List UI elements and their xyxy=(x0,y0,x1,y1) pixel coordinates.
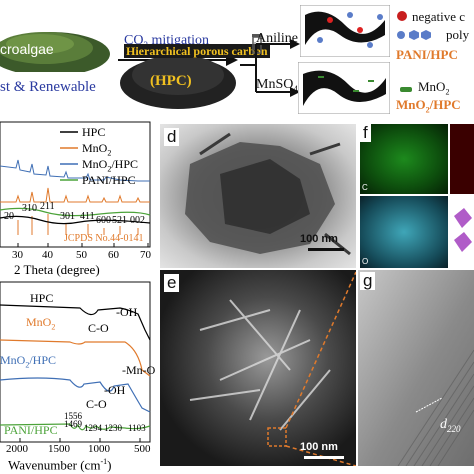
xrd-legend-hpc: HPC xyxy=(82,125,106,139)
eds-map-carbon: f C xyxy=(360,124,448,194)
xrd-tick-70: 70 xyxy=(140,249,151,261)
ftir-label-1294: 1294 xyxy=(84,423,102,433)
aniline-label: Aniline xyxy=(256,31,298,46)
legend-negative: negative c xyxy=(412,9,466,24)
ftir-label-co1: C-O xyxy=(88,321,109,335)
ftir-xlabel: Wavenumber (cm-1) xyxy=(8,457,112,473)
xrd-tick-60: 60 xyxy=(108,249,119,261)
microalgae-pile-image xyxy=(0,32,110,72)
ftir-label-mno2-hpc: MnO2/HPC xyxy=(0,353,57,370)
xrd-hpc-line xyxy=(0,215,151,225)
xrd-xlabel: 2 Theta (degree) xyxy=(14,262,100,277)
xrd-peak-411: 411 xyxy=(80,211,95,222)
ftir-mno2-hpc-line xyxy=(0,377,151,413)
eds-maps-f: f C O xyxy=(358,124,474,268)
pani-hpc-structure-image xyxy=(300,5,390,57)
ftir-label-1469: 1469 xyxy=(64,419,82,429)
tem-image-d: d 100 nm xyxy=(160,124,356,268)
ftir-mno2-line xyxy=(0,339,151,377)
mno2-rod-icon xyxy=(400,87,412,92)
lattice-fringes xyxy=(397,349,474,466)
panel-label-f: f xyxy=(360,124,371,142)
xrd-legend-mno2-hpc: MnO2/HPC xyxy=(82,157,139,174)
hpc-pile-image xyxy=(120,55,236,109)
xrd-plot xyxy=(0,121,151,248)
xrd-jcpds-label: JCPDS No.44-0141 xyxy=(64,233,144,244)
xrd-peak-20: 20 xyxy=(4,211,14,222)
ftir-label-co2: C-O xyxy=(86,397,107,411)
xrd-peak-301: 301 xyxy=(60,211,75,222)
microalgae-label: croalgae xyxy=(0,41,54,57)
hrtem-image-g: g d220 xyxy=(358,270,474,466)
ftir-tick-1500: 1500 xyxy=(48,443,70,455)
xrd-peak-310: 310 xyxy=(22,203,37,214)
ftir-label-1230: 1230 xyxy=(104,423,122,433)
pani-hpc-product-label: PANI/HPC xyxy=(396,47,458,62)
ftir-tick-1000: 1000 xyxy=(88,443,110,455)
ftir-label-oh2: -OH xyxy=(104,383,126,397)
tem-particle-shape xyxy=(185,132,351,256)
ftir-label-hpc: HPC xyxy=(30,291,54,305)
branch-arrows xyxy=(240,39,300,97)
ftir-label-mno: -Mn-O xyxy=(122,363,156,377)
xrd-peak-521: 521 xyxy=(112,215,127,226)
xrd-tick-30: 30 xyxy=(12,249,23,261)
nanorod-overlay xyxy=(189,271,356,466)
fast-renewable-label: st & Renewable xyxy=(0,79,96,95)
mno2-hpc-product-label: MnO2/HPC xyxy=(396,97,461,115)
crystal-structure-image xyxy=(450,196,474,268)
ftir-plot xyxy=(0,281,151,443)
xrd-mno2-line xyxy=(0,187,150,203)
eds-map-o-label: O xyxy=(362,257,369,266)
haadf-image-e: e 100 nm xyxy=(160,270,356,466)
xrd-peak-600: 600 xyxy=(96,215,111,226)
eds-map-c-label: C xyxy=(362,183,368,192)
xrd-tick-40: 40 xyxy=(42,249,53,261)
eds-map-oxygen: O xyxy=(360,196,448,268)
ftir-pani-hpc-line xyxy=(0,423,151,431)
negative-charge-dot-icon xyxy=(397,11,407,21)
polymer-chain-icon xyxy=(397,30,431,40)
legend-poly: poly xyxy=(446,27,470,42)
scale-bar-d xyxy=(308,248,344,251)
ftir-label-pani-hpc: PANI/HPC xyxy=(4,423,58,437)
jcpds-reference-sticks xyxy=(17,214,139,235)
xrd-peak-211: 211 xyxy=(40,201,55,212)
mnso4-label: MnSO4 xyxy=(256,77,298,94)
xrd-tick-50: 50 xyxy=(76,249,87,261)
hpc-title: Hierarchical porous carbon xyxy=(124,44,270,58)
ftir-label-mno2: MnO2 xyxy=(26,315,56,332)
ftir-label-1556: 1556 xyxy=(64,411,82,421)
scale-bar-e xyxy=(304,456,344,459)
ftir-label-oh1: -OH xyxy=(116,305,138,319)
scale-label-e: 100 nm xyxy=(300,441,338,453)
ftir-tick-2000: 2000 xyxy=(6,443,28,455)
d220-label: d220 xyxy=(440,417,461,434)
xrd-mno2-hpc-line xyxy=(0,159,150,182)
xrd-legend-pani-hpc: PANI/HPC xyxy=(82,173,136,187)
legend-mno2: MnO2 xyxy=(418,79,450,97)
mno2-hpc-structure-image xyxy=(298,62,390,114)
panel-label-d: d xyxy=(164,128,180,146)
xrd-peak-002: 002 xyxy=(130,215,145,226)
ftir-label-1103: 1103 xyxy=(128,423,146,433)
scale-label-d: 100 nm xyxy=(300,233,338,245)
xrd-legend-mno2: MnO2 xyxy=(82,141,112,158)
schematic-banner: croalgae st & Renewable CO2 mitigation H… xyxy=(0,0,474,118)
panel-label-g: g xyxy=(360,272,376,290)
eds-map-manganese xyxy=(450,124,474,194)
xrd-pani-line xyxy=(0,207,151,217)
panel-label-e: e xyxy=(164,274,180,292)
ftir-hpc-line xyxy=(0,304,151,341)
hpc-abbr: (HPC) xyxy=(150,73,192,89)
ftir-tick-500: 500 xyxy=(134,443,151,455)
